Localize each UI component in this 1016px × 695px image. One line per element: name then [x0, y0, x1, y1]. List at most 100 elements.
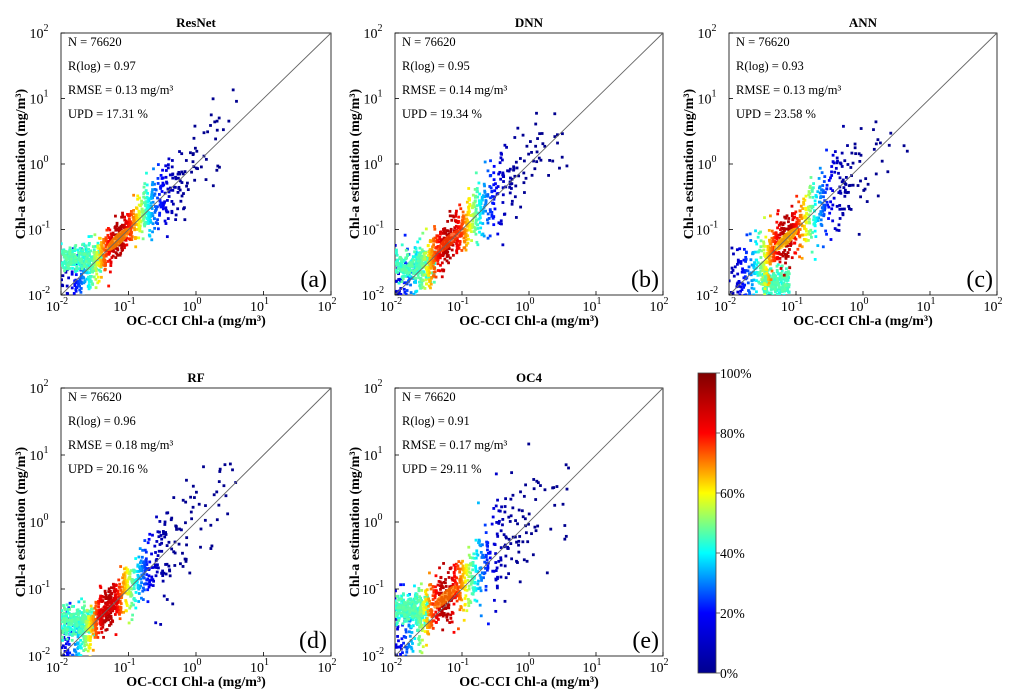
data-point [452, 229, 456, 233]
data-point [448, 567, 452, 570]
data-point [410, 604, 414, 608]
data-point [156, 554, 160, 557]
data-point [61, 278, 64, 282]
data-point [133, 228, 137, 232]
data-point [405, 264, 408, 268]
data-point [759, 269, 763, 273]
data-point [765, 271, 769, 275]
data-point [151, 230, 154, 234]
data-point [737, 340, 740, 343]
data-point [159, 202, 163, 205]
data-point [466, 597, 470, 601]
stat-line: RMSE = 0.18 mg/m³ [68, 438, 174, 452]
data-point [118, 582, 122, 586]
data-point [402, 660, 405, 663]
y-tick-label: 100 [698, 154, 717, 173]
data-point [499, 558, 503, 562]
data-point [104, 238, 108, 242]
data-point [118, 592, 122, 596]
data-point [209, 523, 213, 527]
x-axis-label: OC-CCI Chl-a (mg/m³) [126, 675, 266, 690]
data-point [74, 256, 78, 259]
data-point [70, 298, 73, 301]
data-point [840, 207, 844, 211]
data-point [63, 626, 67, 630]
data-point [778, 257, 782, 260]
data-point [396, 271, 399, 274]
data-point [437, 240, 441, 244]
data-point [402, 267, 406, 270]
data-point [785, 214, 789, 218]
data-point [470, 239, 474, 242]
data-point [82, 637, 86, 641]
data-point [459, 207, 463, 211]
data-point [458, 234, 462, 238]
data-point [128, 570, 131, 574]
data-point [788, 248, 791, 251]
data-point [98, 254, 102, 257]
data-point [787, 285, 791, 289]
data-point [140, 202, 143, 206]
data-point [137, 221, 141, 225]
data-point [843, 207, 846, 211]
data-point [466, 578, 470, 582]
data-point [146, 541, 150, 545]
data-point [859, 195, 862, 199]
data-point [482, 182, 486, 186]
data-point [465, 243, 468, 247]
data-point [464, 248, 468, 252]
data-point [437, 591, 441, 595]
data-point [784, 277, 788, 281]
data-point [811, 195, 815, 199]
data-point [767, 278, 770, 281]
data-point [491, 569, 495, 573]
y-tick-label: 102 [698, 23, 717, 42]
data-point [509, 542, 513, 546]
data-point [415, 596, 419, 600]
data-point [130, 618, 134, 622]
data-point [99, 586, 103, 589]
data-point [560, 155, 564, 159]
data-point [89, 628, 93, 632]
y-tick-label: 101 [30, 445, 49, 464]
data-point [471, 586, 475, 590]
data-point [66, 264, 70, 268]
data-point [739, 297, 742, 300]
data-point [153, 544, 157, 548]
data-point [435, 614, 439, 618]
data-point [745, 313, 748, 316]
data-point [413, 250, 416, 254]
data-point [423, 256, 427, 260]
data-point [735, 248, 739, 252]
data-point [98, 584, 102, 588]
data-point [420, 263, 424, 266]
data-point [754, 229, 757, 233]
x-tick-label: 100 [183, 657, 202, 676]
data-point [425, 623, 429, 627]
data-point [141, 589, 145, 593]
data-point [117, 608, 121, 612]
data-point [859, 127, 863, 130]
data-point [738, 247, 742, 251]
data-point [96, 241, 100, 245]
data-point [75, 264, 79, 268]
panel-title: ResNet [176, 15, 216, 30]
data-point [171, 188, 175, 192]
data-point [426, 595, 430, 599]
data-point [783, 248, 787, 252]
data-point [166, 199, 169, 202]
data-point [482, 234, 486, 238]
data-point [69, 257, 73, 261]
data-point [800, 217, 804, 220]
data-point [400, 603, 404, 607]
data-point [82, 600, 86, 604]
data-point [202, 131, 206, 135]
data-point [755, 271, 759, 274]
data-point [129, 233, 132, 237]
data-point [786, 227, 790, 231]
data-point [761, 261, 765, 265]
data-point [68, 651, 72, 655]
data-point [409, 291, 413, 294]
data-point [69, 613, 73, 617]
data-point [519, 205, 523, 209]
